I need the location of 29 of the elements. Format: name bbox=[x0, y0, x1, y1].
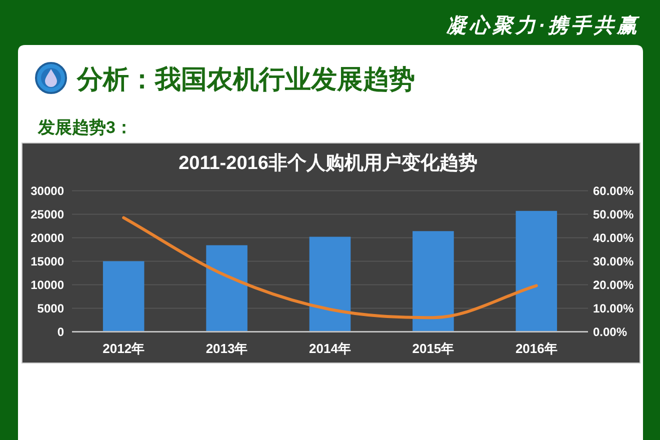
x-tick-label: 2016年 bbox=[515, 341, 558, 356]
text: 分析：我国农机行业发展趋势 bbox=[76, 64, 415, 94]
y2-tick-label: 50.00% bbox=[593, 208, 634, 222]
y-tick-label: 5000 bbox=[37, 302, 64, 316]
x-tick-label: 2014年 bbox=[309, 341, 351, 356]
text: 凝心聚力·携手共赢 bbox=[445, 14, 640, 37]
chart-title: 2011-2016非个人购机用户变化趋势 bbox=[178, 152, 478, 174]
y2-tick-label: 60.00% bbox=[593, 184, 634, 198]
y-tick-label: 0 bbox=[57, 325, 64, 340]
bar bbox=[516, 210, 558, 332]
y2-tick-label: 0.00% bbox=[593, 325, 628, 340]
bar bbox=[102, 261, 144, 332]
y-tick-label: 15000 bbox=[30, 254, 64, 269]
y-tick-label: 30000 bbox=[30, 184, 64, 198]
y-tick-label: 25000 bbox=[30, 208, 64, 222]
y2-tick-label: 40.00% bbox=[593, 231, 634, 246]
y2-tick-label: 30.00% bbox=[593, 254, 634, 269]
x-tick-label: 2012年 bbox=[102, 341, 145, 356]
y2-tick-label: 20.00% bbox=[593, 278, 634, 292]
bar bbox=[206, 245, 248, 332]
bar bbox=[412, 231, 454, 332]
y-tick-label: 20000 bbox=[30, 231, 64, 246]
text: 发展趋势3： bbox=[37, 118, 132, 137]
line-series bbox=[122, 216, 538, 320]
bar bbox=[309, 236, 351, 332]
y2-tick-label: 10.00% bbox=[593, 302, 634, 316]
x-tick-label: 2013年 bbox=[206, 341, 248, 356]
y-tick-label: 10000 bbox=[30, 278, 64, 292]
x-tick-label: 2015年 bbox=[412, 341, 454, 356]
